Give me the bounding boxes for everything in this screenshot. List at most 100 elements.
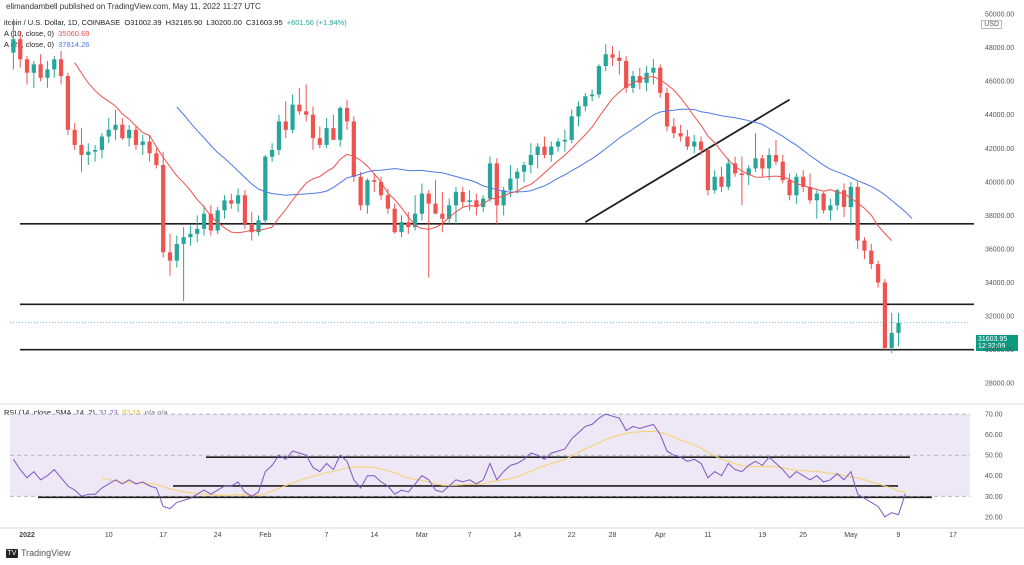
candle-body [317, 138, 322, 145]
rsi-legend[interactable]: RSI (14, close, SMA, 14, 2) 31.23 32.15 … [4, 408, 168, 417]
candle-body [787, 180, 792, 196]
time-tick-label: 24 [214, 532, 222, 539]
candle-body [460, 191, 465, 202]
candle-body [685, 136, 690, 147]
candle-body [72, 129, 77, 145]
ma10-value: 35060.69 [58, 29, 90, 38]
last-price-badge: 31603.95 12:32:09 [976, 335, 1018, 351]
candle-body [120, 124, 125, 139]
time-tick-label: May [844, 532, 858, 539]
rsi-tick-label: 30.00 [985, 494, 1003, 501]
candle-body [528, 154, 533, 166]
candle-body [637, 76, 642, 83]
candle-body [419, 193, 425, 214]
candle-body [331, 128, 336, 140]
candle-body [235, 195, 241, 204]
candle-body [270, 149, 275, 157]
time-tick-label: 19 [758, 532, 766, 539]
symbol-legend[interactable]: itcoin / U.S. Dollar, 1D, COINBASE O3100… [4, 18, 347, 27]
candle-body [31, 64, 36, 73]
candle-body [869, 250, 874, 265]
candle-body [651, 67, 656, 73]
tv-logo-icon: TV [6, 549, 18, 559]
price-tick-label: 30000.00 [985, 347, 1014, 354]
candle-body [828, 205, 833, 211]
bar-countdown: 12:32:09 [978, 343, 1006, 350]
candle-body [630, 76, 636, 88]
candle-body [188, 233, 193, 238]
candle-body [835, 190, 840, 206]
price-tick-label: 44000.00 [985, 112, 1014, 119]
candle-body [508, 178, 513, 191]
ma10-label: A (10, close, 0) [4, 29, 55, 38]
candle-body [385, 195, 390, 209]
candle-body [862, 240, 867, 251]
candle-body [855, 186, 860, 241]
candle-body [229, 200, 234, 204]
high-value: H32185.90 [165, 18, 203, 27]
candle-body [201, 213, 207, 229]
candle-body [433, 203, 438, 214]
ma25-legend[interactable]: A (25, close, 0) 37814.26 [4, 40, 89, 49]
candle-body [92, 149, 98, 152]
candle-body [208, 213, 213, 231]
candle-body [45, 69, 50, 78]
candle-body [399, 222, 404, 233]
candle-body [392, 208, 397, 233]
candle-body [412, 213, 418, 228]
candle-body [712, 176, 717, 191]
candle-body [474, 200, 479, 207]
candle-body [726, 163, 731, 187]
rsi-sma-line [101, 430, 906, 496]
candle-body [86, 151, 91, 155]
candle-body [127, 129, 132, 139]
time-tick-label: Feb [259, 532, 271, 539]
candle-body [719, 176, 724, 187]
candle-body [549, 146, 554, 155]
rsi-extra: n/a n/a [144, 408, 168, 417]
candle-body [174, 243, 179, 261]
candle-body [590, 94, 595, 97]
candle-body [263, 156, 268, 221]
candle-body [426, 193, 431, 204]
candle-body [147, 141, 152, 154]
candle-body [52, 59, 57, 70]
candle-body [555, 141, 561, 147]
candle-body [515, 171, 520, 179]
candle-body [535, 146, 540, 155]
candle-body [780, 161, 785, 181]
candle-body [767, 154, 772, 169]
candle-body [753, 158, 758, 169]
ma10-legend[interactable]: A (10, close, 0) 35060.69 [4, 29, 89, 38]
candle-body [79, 144, 84, 155]
candle-body [889, 332, 894, 348]
rsi-label: RSI (14, close, SMA, 14, 2) [4, 408, 95, 417]
candle-body [848, 186, 853, 207]
rsi-line [12, 413, 906, 518]
price-tick-label: 48000.00 [985, 45, 1014, 52]
tradingview-logo[interactable]: TV TradingView [6, 548, 71, 559]
candle-body [283, 121, 288, 130]
moving-averages [10, 62, 970, 324]
candle-body [276, 121, 282, 150]
ma25-label: A (25, close, 0) [4, 40, 55, 49]
candle-body [58, 59, 64, 77]
price-tick-label: 46000.00 [985, 79, 1014, 86]
candle-body [24, 59, 30, 73]
candle-body [338, 107, 343, 140]
candle-body [290, 104, 295, 130]
candle-body [256, 220, 261, 233]
candle-body [222, 200, 227, 211]
candle-body [304, 111, 309, 115]
candle-body [99, 136, 105, 150]
candle-body [841, 190, 847, 207]
candle-body [351, 121, 356, 177]
candle-body [481, 198, 486, 207]
candle-body [358, 176, 363, 206]
ohlc-values: O31002.39 H32185.90 L30200.00 C31603.95 … [122, 18, 346, 27]
price-tick-label: 40000.00 [985, 179, 1014, 186]
currency-label[interactable]: USD [981, 20, 1002, 29]
candle-body [521, 165, 527, 172]
time-tick-label: 11 [704, 532, 711, 539]
